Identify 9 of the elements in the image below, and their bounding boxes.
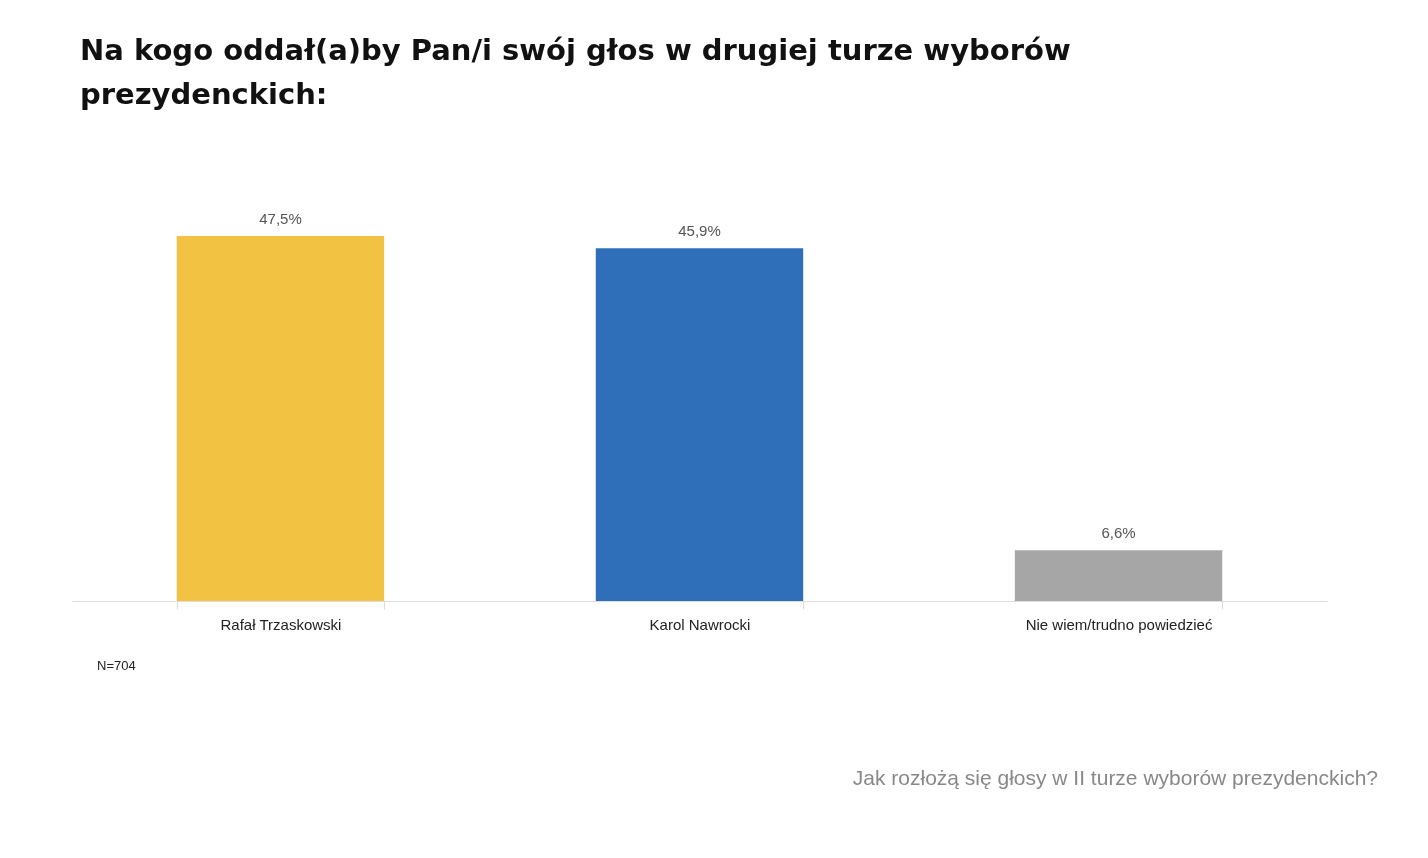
x-tick-label: Rafał Trzaskowski — [220, 615, 342, 633]
chart-title: Na kogo oddał(a)by Pan/i swój głos w drugiej turze wyborów prezydenckich: — [80, 32, 1072, 113]
x-tick-label: Karol Nawrocki — [649, 615, 751, 633]
data-label: 6,6% — [1101, 524, 1136, 542]
data-label: 47,5% — [259, 210, 302, 227]
text: Jak rozłożą się głosy w II turze wyborów prezydenckich? — [852, 766, 1378, 790]
data-label: 45,9% — [678, 222, 721, 240]
x-tick-label: Nie wiem/trudno powiedzieć — [1025, 615, 1213, 633]
text: N=704 — [97, 658, 136, 673]
